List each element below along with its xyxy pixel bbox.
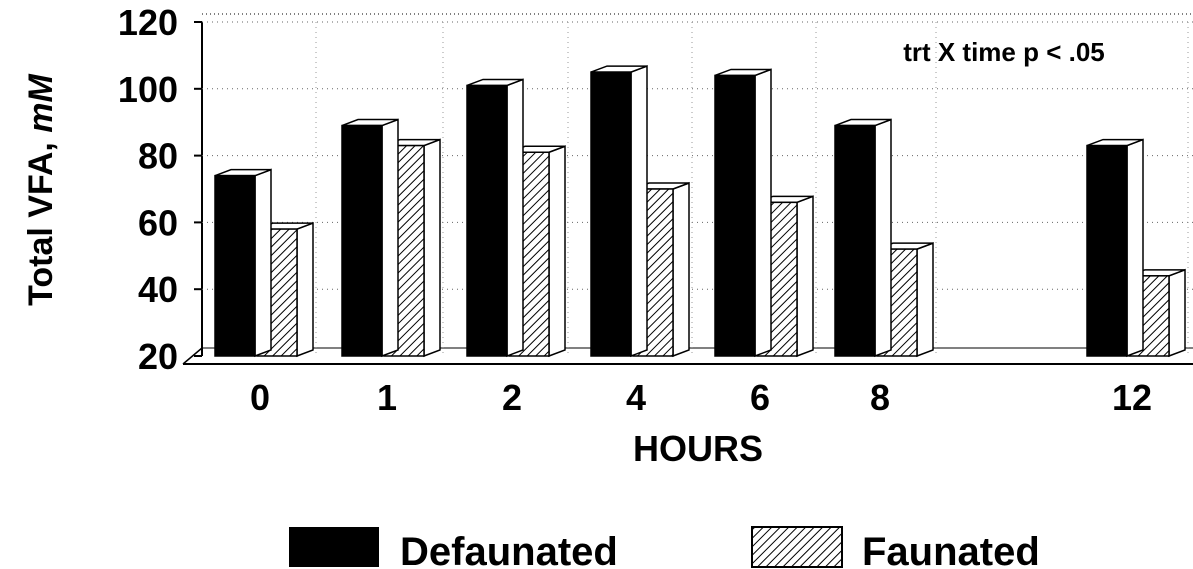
x-tick-2: 2 — [502, 377, 522, 418]
y-tick-60: 60 — [138, 202, 178, 243]
x-tick-8: 8 — [870, 377, 890, 418]
y-axis-label: Total VFA, mM — [22, 73, 60, 305]
annotation-text: trt X time p < .05 — [903, 37, 1105, 67]
bars-group — [214, 65, 1186, 358]
legend: Defaunated Faunated — [289, 526, 1040, 569]
y-tick-100: 100 — [118, 69, 178, 110]
bar-faunated-1 — [383, 138, 441, 358]
legend-label-faunated: Faunated — [862, 530, 1040, 569]
bar-defaunated-2 — [466, 78, 524, 358]
x-tick-12: 12 — [1112, 377, 1152, 418]
x-tick-0: 0 — [250, 377, 270, 418]
y-axis-label-main: Total VFA, — [22, 142, 60, 306]
x-tick-labels: 0 1 2 4 6 8 12 — [250, 377, 1152, 418]
bar-defaunated-12 — [1086, 138, 1144, 358]
y-tick-labels: 20 40 60 80 100 120 — [118, 2, 178, 377]
legend-swatch-defaunated — [289, 527, 379, 567]
y-tick-80: 80 — [138, 136, 178, 177]
legend-swatch-faunated — [751, 526, 843, 568]
bar-defaunated-4 — [590, 65, 648, 358]
legend-label-defaunated: Defaunated — [400, 530, 618, 569]
x-tick-6: 6 — [750, 377, 770, 418]
y-tick-20: 20 — [138, 336, 178, 377]
x-tick-1: 1 — [377, 377, 397, 418]
y-axis-label-unit: mM — [22, 73, 60, 132]
bar-defaunated-1 — [341, 118, 399, 358]
y-tick-120: 120 — [118, 2, 178, 43]
x-tick-4: 4 — [626, 377, 646, 418]
bar-defaunated-0 — [214, 168, 272, 358]
floor-left-edge — [182, 347, 203, 365]
y-tick-40: 40 — [138, 269, 178, 310]
bar-defaunated-6 — [714, 68, 772, 358]
x-axis-label: HOURS — [633, 428, 763, 469]
bar-defaunated-8 — [834, 118, 892, 358]
